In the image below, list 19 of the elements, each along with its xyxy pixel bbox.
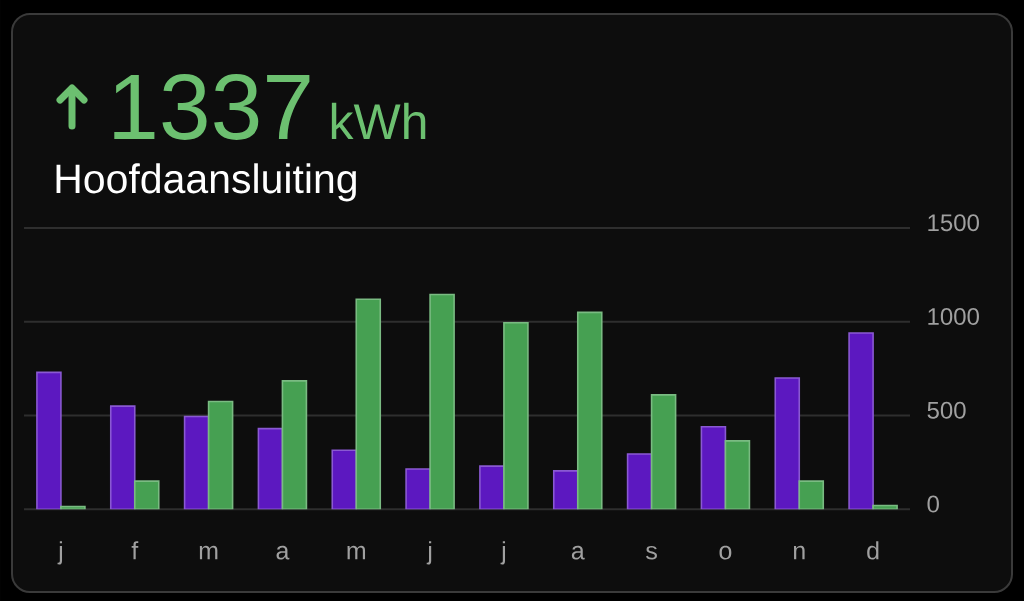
x-tick-label: a xyxy=(571,545,585,560)
x-tick-label: a xyxy=(276,545,290,560)
y-tick-label: 0 xyxy=(927,495,939,513)
x-tick-label: d xyxy=(867,541,879,560)
text: kWh xyxy=(331,102,426,139)
x-tick-label: m xyxy=(347,545,366,560)
x-tick-label: o xyxy=(719,545,732,560)
x-tick-label: j xyxy=(57,541,63,565)
x-tick-label: f xyxy=(131,541,139,560)
y-tick-label: 500 xyxy=(927,401,966,419)
chart-subtitle: Hoofdaansluiting xyxy=(56,163,356,202)
x-tick-label: s xyxy=(646,545,657,560)
x-tick-label: m xyxy=(199,545,218,560)
x-tick-label: n xyxy=(793,545,805,560)
x-tick-label: j xyxy=(500,541,506,565)
x-tick-label: j xyxy=(426,541,432,565)
y-tick-label: 1500 xyxy=(928,214,979,232)
y-tick-label: 1000 xyxy=(928,308,979,325)
chart-title: 1337 xyxy=(114,74,310,140)
